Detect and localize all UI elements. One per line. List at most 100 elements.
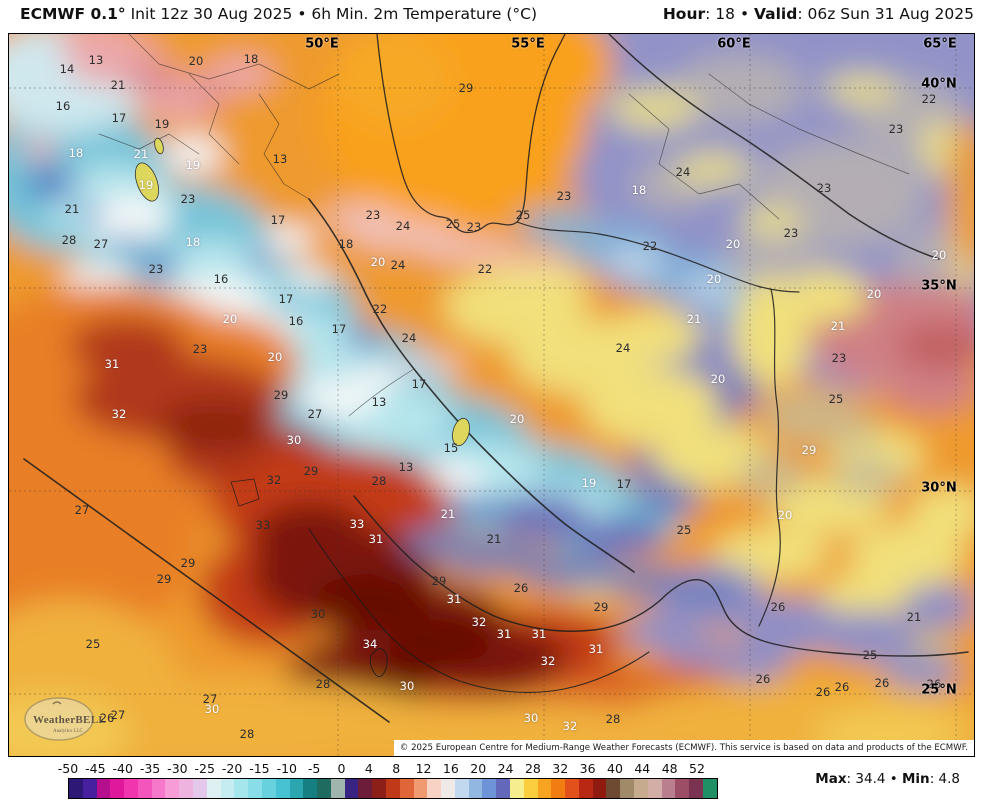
temp-label: 19 (185, 158, 201, 172)
country-borders (23, 34, 969, 723)
bell-icon (52, 701, 62, 705)
colorbar-segment (413, 779, 428, 798)
colorbar-segment (275, 779, 290, 798)
colorbar-segment (537, 779, 552, 798)
colorbar-tick: 28 (524, 761, 541, 776)
colorbar-segment (289, 779, 304, 798)
color-scale-legend: -50 -45 -40 -35 -30 -25 -20 -15 -10 -5 0 4 8 12 16 20 24… (0, 757, 984, 808)
colorbar-segment (82, 779, 97, 798)
temp-label: 24 (675, 165, 691, 179)
colorbar-segment (634, 779, 648, 798)
temp-label: 31 (531, 627, 547, 641)
colorbar-segment (441, 779, 455, 798)
temp-label: 29 (431, 574, 447, 588)
temp-label: 18 (338, 237, 354, 251)
colorbar-segment (551, 779, 566, 798)
temp-label: 20 (725, 237, 741, 251)
temp-label: 20 (509, 412, 525, 426)
temp-label: 23 (556, 189, 572, 203)
colorbar-segment (427, 779, 442, 798)
temp-label: 23 (816, 181, 832, 195)
temp-label: 31 (588, 642, 604, 656)
temp-label: 29 (593, 600, 609, 614)
temp-label: 29 (156, 572, 172, 586)
temp-label: 28 (371, 474, 387, 488)
temp-label: 13 (88, 53, 104, 67)
colorbar-tick: 52 (689, 761, 705, 776)
separator: • (885, 771, 902, 787)
hour-value: : 18 (705, 5, 736, 23)
colorbar-tick: 0 (337, 761, 346, 776)
temp-label: 26 (770, 600, 786, 614)
colorbar-segment (675, 779, 690, 798)
colorbar-tick: 24 (497, 761, 514, 776)
temp-label: 16 (213, 272, 229, 286)
colorbar-tick: 4 (364, 761, 373, 776)
temp-label: 30 (204, 702, 220, 716)
temp-label: 21 (906, 610, 922, 624)
temp-label: 23 (466, 220, 482, 234)
colorbar-segment (234, 779, 249, 798)
colorbar-tick: 8 (392, 761, 401, 776)
colorbar-segment (647, 779, 662, 798)
temp-label: 28 (605, 712, 621, 726)
colorbar-segment (661, 779, 676, 798)
model-title: ECMWF 0.1° Init 12z 30 Aug 2025 • 6h Min… (20, 5, 537, 23)
colorbar-tick: -10 (276, 761, 297, 776)
temp-label: 20 (370, 255, 386, 269)
temp-label: 28 (239, 727, 255, 741)
temp-label: 24 (615, 341, 631, 355)
colorbar-segment (523, 779, 538, 798)
colorbar-segment (220, 779, 235, 798)
colorbar-tick: -35 (139, 761, 161, 776)
colorbar-segment (358, 779, 373, 798)
temp-label: 24 (401, 331, 417, 345)
grid-label: 40°N (921, 76, 957, 92)
temp-label: 17 (411, 377, 427, 391)
temp-label: 13 (272, 152, 288, 166)
temp-label: 32 (111, 407, 127, 421)
temp-label: 27 (307, 407, 323, 421)
colorbar-tick: -30 (167, 761, 188, 776)
temp-label: 23 (192, 342, 208, 356)
hour-label: Hour (662, 5, 706, 23)
colorbar-tick: -50 (57, 761, 79, 776)
colorbar-segment (179, 779, 194, 798)
colorbar-tick: 36 (579, 761, 596, 776)
max-label: Max (815, 771, 847, 787)
copyright-notice: © 2025 European Centre for Medium-Range … (393, 740, 974, 756)
temp-label: 25 (862, 648, 878, 662)
colorbar (68, 778, 718, 799)
logo-sub-text: Analytics LLC (53, 729, 84, 734)
temperature-map[interactable]: 14 13 20 18 16 21 19 17 18 21 19 19 13 23 17 21 28 27 18 23… (8, 33, 975, 757)
colorbar-tick: 12 (415, 761, 432, 776)
temp-label: 15 (443, 441, 459, 455)
colorbar-segment (454, 779, 469, 798)
temp-label: 17 (111, 111, 127, 125)
colorbar-segment (689, 779, 703, 798)
temp-label: 32 (266, 473, 282, 487)
temp-label: 20 (267, 350, 283, 364)
temp-label: 27 (110, 708, 126, 722)
max-value: : 34.4 (846, 771, 886, 787)
temp-label: 26 (834, 680, 850, 694)
temp-label: 21 (64, 202, 80, 216)
grid-coordinate-labels: 50°E 55°E 60°E 65°E 40°N 35°N 30°N 25°N (9, 34, 974, 756)
colorbar-segment (151, 779, 166, 798)
temp-label: 31 (496, 627, 512, 641)
temp-label: 23 (180, 192, 196, 206)
colorbar-segment (248, 779, 262, 798)
temperature-field (9, 34, 974, 756)
grid-label: 55°E (511, 36, 545, 52)
temp-label: 26 (926, 677, 942, 691)
temp-label: 13 (371, 395, 387, 409)
max-min-readout: Max: 34.4 • Min: 4.8 (815, 771, 960, 787)
colorbar-segment (165, 779, 180, 798)
colorbar-segment (261, 779, 276, 798)
colorbar-segment (482, 779, 497, 798)
temp-label: 23 (365, 208, 381, 222)
temp-label: 19 (154, 117, 170, 131)
temp-label: 27 (93, 237, 109, 251)
temp-label: 18 (185, 235, 201, 249)
colorbar-tick: -45 (85, 761, 106, 776)
